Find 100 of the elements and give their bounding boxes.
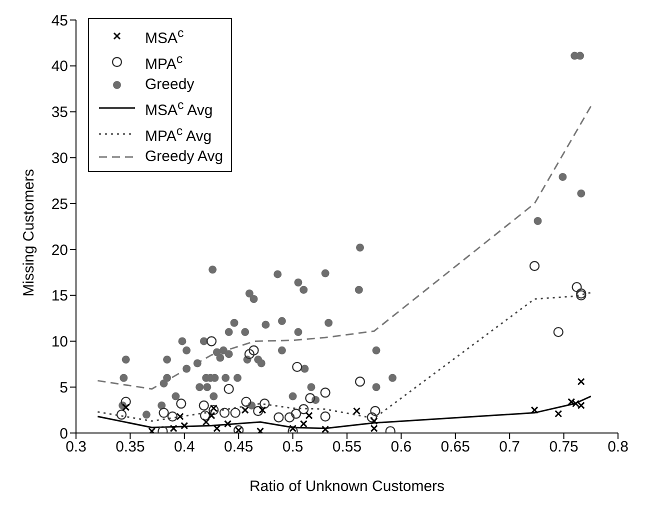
point <box>230 408 240 418</box>
point <box>224 328 233 336</box>
point <box>122 404 130 412</box>
point <box>241 406 249 414</box>
point <box>294 278 302 286</box>
point <box>305 412 313 420</box>
point <box>558 172 567 181</box>
point <box>288 392 297 400</box>
x-tick-label: 0.5 <box>282 438 304 456</box>
point <box>257 359 266 368</box>
point <box>577 189 586 198</box>
point <box>213 424 221 432</box>
point <box>224 384 234 394</box>
point <box>530 406 538 414</box>
point <box>182 346 191 354</box>
point <box>388 374 397 382</box>
point <box>274 412 284 422</box>
point <box>224 350 233 358</box>
point <box>224 420 232 428</box>
point <box>245 290 254 298</box>
point <box>122 356 130 364</box>
y-tick-label: 10 <box>51 334 68 351</box>
point <box>260 398 270 409</box>
point <box>294 328 302 336</box>
point <box>298 404 309 414</box>
x-tick-label: 0.65 <box>440 438 470 456</box>
legend-label: MSA$^{c}$ <box>145 25 184 49</box>
point <box>300 286 308 294</box>
point <box>241 328 250 336</box>
point <box>208 412 216 420</box>
legend-label: MSA$^{c}$ Avg <box>145 97 213 121</box>
y-tick-label: 15 <box>51 288 68 305</box>
point <box>278 317 286 326</box>
point <box>300 364 309 373</box>
x-tick-label: 0.45 <box>224 438 254 456</box>
point <box>370 406 380 416</box>
point <box>230 318 238 327</box>
point <box>178 337 186 346</box>
point <box>534 216 542 225</box>
point <box>253 406 264 416</box>
point <box>241 396 252 407</box>
point <box>210 404 218 412</box>
point <box>170 424 178 432</box>
point <box>324 318 333 327</box>
y-axis-title: Missing Customers <box>20 168 38 296</box>
point <box>262 320 270 329</box>
point <box>167 411 178 422</box>
point <box>354 376 366 387</box>
point <box>208 404 219 416</box>
point <box>206 336 217 346</box>
y-tick-label: 30 <box>51 150 68 167</box>
x-tick-label: 0.35 <box>116 438 145 456</box>
legend-label: Greedy <box>145 75 194 95</box>
point <box>274 270 282 278</box>
point <box>572 282 582 292</box>
point <box>305 393 316 404</box>
point <box>568 398 576 406</box>
point <box>216 354 224 362</box>
point <box>196 383 204 392</box>
point <box>284 412 295 422</box>
point <box>210 392 218 400</box>
point <box>120 396 131 407</box>
point <box>120 374 128 382</box>
point <box>193 359 202 368</box>
point <box>244 348 255 360</box>
x-tick-label: 0.75 <box>549 438 578 456</box>
point <box>219 408 230 418</box>
x-tick-label: 0.55 <box>332 438 362 456</box>
point <box>576 52 584 60</box>
point <box>203 383 212 392</box>
point <box>202 418 210 426</box>
line-series <box>96 292 592 422</box>
point <box>248 345 259 356</box>
point <box>142 410 150 419</box>
point <box>200 410 210 421</box>
point <box>300 420 308 428</box>
point <box>372 346 380 354</box>
y-tick-label: 5 <box>60 379 68 396</box>
point <box>172 392 180 400</box>
point <box>158 408 169 418</box>
point <box>554 410 562 418</box>
point <box>356 244 364 252</box>
point <box>529 260 540 272</box>
x-tick-label: 0.8 <box>608 438 628 456</box>
point <box>182 364 191 373</box>
point <box>354 286 363 294</box>
point <box>234 374 242 382</box>
y-tick-label: 25 <box>51 196 68 213</box>
x-tick-label: 0.7 <box>499 438 520 456</box>
point <box>290 408 302 419</box>
point <box>320 411 330 422</box>
point <box>158 401 166 410</box>
point <box>577 378 585 386</box>
point <box>180 422 188 430</box>
x-tick-label: 0.6 <box>390 438 412 456</box>
point <box>258 406 266 414</box>
point <box>256 427 264 433</box>
point <box>176 398 186 409</box>
point <box>322 426 330 433</box>
point <box>278 346 286 354</box>
